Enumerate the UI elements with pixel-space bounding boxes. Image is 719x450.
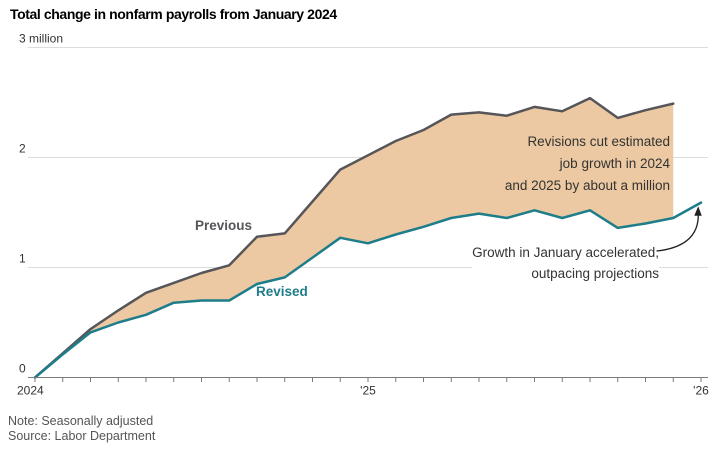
annotation-line: and 2025 by about a million <box>504 178 670 193</box>
revised-line <box>33 201 703 379</box>
y-tick-label: 2 <box>19 142 26 156</box>
annotation-line: job growth in 2024 <box>559 156 670 171</box>
annotation-line: Growth in January accelerated, <box>472 245 659 260</box>
y-tick-label: 0 <box>19 362 26 376</box>
series-label-previous: Previous <box>195 218 253 233</box>
previous-line <box>33 96 675 379</box>
x-tick-label: '25 <box>360 384 376 398</box>
x-tick-label: 2024 <box>17 384 44 398</box>
revision-band <box>35 98 674 378</box>
source-text: Source: Labor Department <box>8 429 156 443</box>
series-label-revised: Revised <box>256 284 308 299</box>
annotation-growth: Growth in January accelerated, outpacing… <box>472 242 659 284</box>
x-tick-label: '26 <box>693 384 709 398</box>
annotation-revisions: Revisions cut estimated job growth in 20… <box>505 131 670 197</box>
annotation-line: outpacing projections <box>531 266 659 281</box>
note-text: Note: Seasonally adjusted <box>8 414 154 428</box>
y-tick-label: 1 <box>19 252 26 266</box>
chart-title: Total change in nonfarm payrolls from Ja… <box>10 6 337 22</box>
y-tick-label: 3 million <box>19 32 63 46</box>
annotation-line: Revisions cut estimated <box>527 134 670 149</box>
